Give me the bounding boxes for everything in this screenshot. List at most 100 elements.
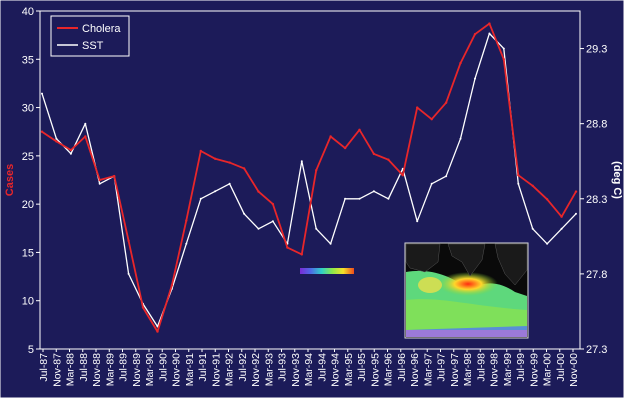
- series-point-cholera: [315, 169, 318, 172]
- series-point-sst: [69, 152, 72, 155]
- x-tick-label-37: Nov-99: [528, 353, 540, 387]
- series-point-sst: [517, 182, 520, 185]
- series-point-sst: [531, 227, 534, 230]
- x-tick-label-38: Mar-00: [542, 353, 554, 386]
- series-point-cholera: [69, 148, 73, 152]
- series-point-sst: [300, 160, 303, 163]
- map-land-india: [447, 243, 486, 277]
- x-tick-label-3: Jul-88: [78, 353, 90, 382]
- series-point-cholera: [574, 190, 578, 193]
- x-tick-label-5: Mar-89: [104, 353, 116, 386]
- x-tick-label-16: Nov-92: [250, 353, 262, 387]
- plot-frame: [39, 10, 581, 350]
- x-tick-label-28: Nov-96: [409, 353, 421, 387]
- y-tick-label-7: 40: [22, 6, 34, 18]
- map-land-seasia: [494, 243, 528, 286]
- x-tick-label-14: Mar-92: [224, 353, 236, 386]
- y-axis-label-left: Cases: [4, 164, 16, 196]
- x-tick-label-6: Jul-89: [118, 353, 130, 382]
- series-point-cholera: [401, 174, 404, 177]
- x-tick-label-35: Mar-99: [502, 353, 514, 386]
- series-point-cholera: [488, 22, 491, 25]
- series-point-sst: [41, 92, 43, 95]
- series-point-cholera: [416, 106, 419, 109]
- x-tick-label-9: Jul-90: [157, 353, 169, 382]
- series-point-sst: [271, 220, 274, 223]
- series-line-cholera: [41, 22, 577, 333]
- x-tick-label-17: Mar-93: [263, 353, 275, 386]
- series-layer: [40, 22, 578, 333]
- series-point-sst: [358, 197, 361, 200]
- series-point-cholera: [271, 202, 275, 206]
- series-point-cholera: [214, 157, 217, 160]
- series-point-cholera: [286, 246, 289, 249]
- x-tick-label-31: Nov-97: [449, 353, 461, 387]
- x-tick-label-39: Jul-00: [555, 353, 567, 382]
- series-point-sst: [459, 137, 462, 140]
- x-tick-label-11: Mar-91: [184, 353, 196, 386]
- legend-label-cholera: Cholera: [82, 23, 121, 35]
- series-point-sst: [228, 182, 231, 185]
- series-point-cholera: [84, 135, 87, 138]
- y-tick-label-0: 5: [28, 344, 34, 356]
- series-point-cholera: [459, 61, 462, 65]
- legend: Cholera SST: [50, 15, 130, 57]
- series-point-cholera: [257, 190, 260, 193]
- map-hot-region: [438, 272, 498, 296]
- x-tick-label-25: Nov-95: [369, 353, 381, 387]
- series-point-sst: [243, 212, 246, 215]
- series-point-sst: [185, 242, 188, 245]
- series-point-sst: [546, 242, 549, 245]
- x-tick-label-12: Jul-91: [197, 353, 209, 382]
- y-tick-label-5: 30: [22, 103, 34, 115]
- y-tick-label-3: 20: [22, 199, 34, 211]
- y-axis-label-right: (deg C): [611, 161, 623, 199]
- series-point-cholera: [185, 219, 188, 222]
- x-tick-label-40: Nov-00: [568, 353, 580, 387]
- x-tick-label-7: Nov-89: [131, 353, 143, 387]
- sst-map-inset: [404, 242, 529, 339]
- y2-tick-label-2: 28.3: [586, 194, 607, 206]
- series-point-sst: [387, 197, 390, 200]
- x-tick-label-4: Nov-88: [91, 353, 103, 387]
- series-point-cholera: [502, 58, 505, 61]
- series-point-cholera: [560, 215, 563, 218]
- x-tick-label-22: Nov-94: [330, 353, 342, 387]
- series-line-sst: [41, 32, 577, 328]
- y-tick-label-4: 25: [22, 151, 34, 163]
- x-tick-label-26: Mar-96: [383, 353, 395, 386]
- series-point-sst: [98, 182, 101, 185]
- x-tick-label-29: Mar-97: [422, 353, 434, 386]
- y2-tick-label-4: 29.3: [586, 44, 607, 56]
- series-point-cholera: [387, 158, 390, 161]
- series-point-sst: [474, 77, 476, 80]
- y-axis-right: 27.3 27.8 28.3 28.8 29.3: [580, 44, 607, 356]
- series-point-sst: [84, 122, 87, 125]
- series-point-sst: [329, 242, 332, 245]
- x-tick-label-18: Jul-93: [277, 353, 289, 382]
- series-point-cholera: [473, 33, 477, 36]
- x-tick-label-1: Nov-87: [51, 353, 63, 387]
- x-tick-label-19: Nov-93: [290, 353, 302, 387]
- map-ocean-mid: [406, 299, 527, 330]
- series-point-sst: [445, 175, 448, 178]
- x-tick-label-0: Jul-87: [38, 353, 50, 382]
- series-point-sst: [575, 212, 577, 215]
- legend-label-sst: SST: [82, 40, 104, 52]
- map-land-arabia: [405, 243, 441, 273]
- x-tick-label-20: Mar-94: [303, 353, 315, 386]
- series-point-cholera: [55, 140, 58, 143]
- x-tick-label-13: Nov-91: [210, 353, 222, 387]
- x-tick-label-30: Jul-97: [436, 353, 448, 382]
- series-point-cholera: [300, 253, 303, 256]
- series-point-cholera: [343, 146, 347, 150]
- y-axis-left: 5 10 15 20 25 30 35 40: [22, 6, 40, 356]
- series-point-sst: [199, 197, 202, 200]
- series-point-cholera: [242, 167, 246, 170]
- y-tick-label-6: 35: [22, 54, 34, 66]
- series-point-cholera: [358, 128, 361, 131]
- series-point-sst: [55, 137, 58, 140]
- x-tick-label-32: Mar-98: [462, 353, 474, 386]
- series-point-cholera: [40, 130, 44, 133]
- y2-tick-label-0: 27.3: [586, 344, 607, 356]
